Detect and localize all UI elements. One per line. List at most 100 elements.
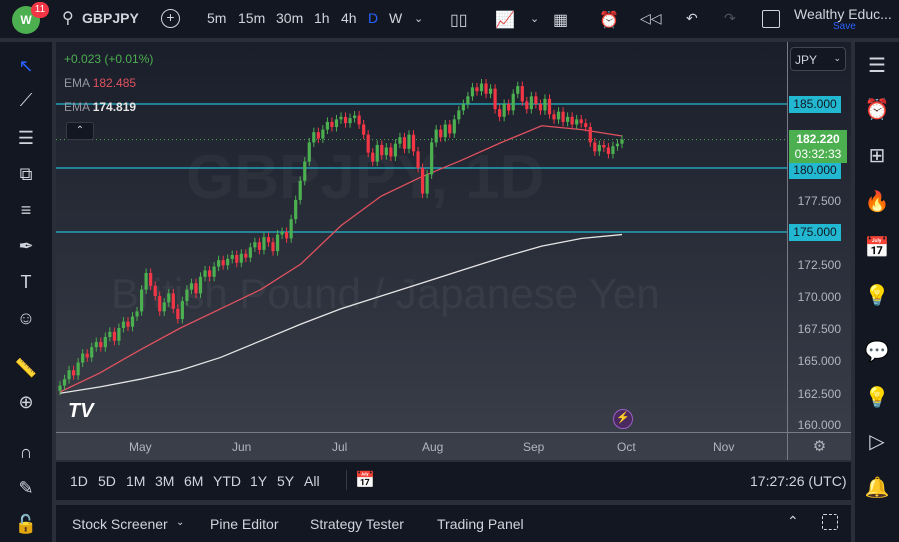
time-tick: Jun — [232, 440, 252, 454]
play-broadcast-icon[interactable]: ▷ — [869, 431, 885, 453]
interval-d[interactable]: D — [368, 10, 379, 26]
chart-settings-icon[interactable]: ⚙ — [787, 433, 851, 460]
prediction-icon[interactable]: ≡ — [20, 200, 32, 220]
unlock-icon[interactable]: 🔓 — [14, 514, 38, 534]
candle-body — [343, 116, 348, 124]
hline-label-180: 180.000 — [789, 162, 841, 179]
notification-badge[interactable]: 11 — [31, 2, 49, 18]
candle-body — [588, 127, 592, 143]
time-tick: Oct — [617, 440, 636, 454]
redo-icon[interactable]: ↷ — [724, 10, 736, 26]
object-tree-icon[interactable]: ⊞ — [868, 145, 886, 167]
chevron-down-icon[interactable]: ⌄ — [530, 13, 540, 25]
notifications-bell-icon[interactable]: 🔔 — [864, 477, 890, 499]
zoom-in-icon[interactable]: ⊕ — [18, 392, 34, 412]
tradingview-logo: TV — [68, 400, 94, 422]
tab-stock-screener[interactable]: Stock Screener — [72, 516, 168, 532]
price-axis[interactable] — [787, 42, 851, 432]
candle-body — [375, 144, 379, 162]
candle-body — [534, 96, 538, 104]
candle-body — [257, 242, 262, 250]
trend-line-icon[interactable]: ⟋ — [19, 90, 33, 110]
chat-sparkle-icon[interactable]: 💬 — [864, 341, 890, 363]
interval-5m[interactable]: 5m — [207, 10, 227, 26]
lock-drawing-icon[interactable]: ✎ — [18, 478, 34, 498]
fib-lines-icon[interactable]: ☰ — [17, 128, 35, 148]
candle-body — [398, 137, 402, 144]
lightning-event-icon[interactable]: ⚡ — [613, 409, 633, 429]
chevron-down-icon[interactable]: ⌄ — [414, 13, 424, 25]
collapse-legend-button[interactable]: ⌃ — [66, 122, 94, 140]
candle-body — [62, 379, 67, 386]
range-1m[interactable]: 1M — [126, 473, 146, 489]
candle-body — [611, 146, 615, 154]
currency-label: JPY — [795, 53, 818, 67]
layout-grid-icon[interactable]: ▦ — [553, 12, 569, 29]
currency-select[interactable]: JPY ⌄ — [790, 47, 846, 71]
fullscreen-square-icon[interactable] — [762, 10, 780, 28]
clock-timezone[interactable]: 17:27:26 (UTC) — [750, 473, 847, 489]
chevron-up-icon[interactable]: ⌃ — [787, 513, 799, 529]
maximize-panel-icon[interactable] — [822, 514, 838, 530]
chevron-down-icon[interactable]: ⌄ — [176, 517, 185, 528]
range-1d[interactable]: 1D — [70, 473, 88, 489]
ruler-icon[interactable]: 📏 — [14, 358, 38, 378]
magnet-icon[interactable]: ∩ — [19, 442, 33, 462]
interval-30m[interactable]: 30m — [276, 10, 304, 26]
symbol-search[interactable]: GBPJPY — [82, 10, 139, 26]
range-5d[interactable]: 5D — [98, 473, 116, 489]
pattern-icon[interactable]: ⧉ — [19, 164, 33, 184]
search-icon[interactable]: ⚲ — [62, 10, 74, 27]
hline-label-185: 185.000 — [789, 96, 841, 113]
range-5y[interactable]: 5Y — [277, 473, 295, 489]
time-axis[interactable]: May Jun Jul Aug Sep Oct Nov ⚙ — [56, 432, 851, 460]
ideas-bulb-icon[interactable]: 💡 — [864, 285, 890, 307]
candle-body — [366, 134, 370, 153]
interval-1h[interactable]: 1h — [314, 10, 330, 26]
range-1y[interactable]: 1Y — [250, 473, 268, 489]
candle-body — [244, 253, 248, 258]
tab-pine-editor[interactable]: Pine Editor — [210, 516, 279, 532]
hotlist-flame-icon[interactable]: 🔥 — [864, 191, 890, 213]
alert-clock-icon[interactable]: ⏰ — [599, 12, 619, 29]
candle-body — [602, 144, 606, 148]
legend-ema-fast[interactable]: EMA 182.485 — [64, 76, 136, 90]
compare-add-icon[interactable]: + — [161, 9, 180, 28]
legend-change: +0.023 (+0.01%) — [64, 52, 154, 66]
legend-ema-slow[interactable]: EMA 174.819 — [64, 100, 136, 114]
bottom-panel: Stock Screener ⌄ Pine Editor Strategy Te… — [56, 505, 851, 542]
emoji-icon[interactable]: ☺ — [16, 308, 36, 328]
tab-strategy-tester[interactable]: Strategy Tester — [310, 516, 404, 532]
range-3m[interactable]: 3M — [155, 473, 175, 489]
range-ytd[interactable]: YTD — [213, 473, 241, 489]
tab-trading-panel[interactable]: Trading Panel — [437, 516, 524, 532]
candle-body — [516, 86, 520, 94]
indicators-icon[interactable]: 📈 — [495, 12, 515, 29]
range-6m[interactable]: 6M — [184, 473, 204, 489]
layout-name[interactable]: Wealthy Educ... — [794, 6, 892, 22]
interval-4h[interactable]: 4h — [341, 10, 357, 26]
candle-body — [484, 83, 488, 94]
price-plot[interactable] — [56, 42, 851, 460]
calendar-icon[interactable]: 📅 — [864, 237, 890, 259]
watchlist-icon[interactable]: ☰ — [868, 55, 886, 77]
save-button[interactable]: Save — [833, 21, 856, 32]
range-all[interactable]: All — [304, 473, 320, 489]
interval-15m[interactable]: 15m — [238, 10, 266, 26]
chart-pane[interactable]: GBPJPY, 1D British Pound / Japanese Yen … — [56, 42, 851, 460]
replay-icon[interactable]: ◁◁ — [640, 10, 662, 26]
candle-body — [85, 353, 89, 358]
candle-body — [475, 87, 479, 92]
streams-bulb-icon[interactable]: 💡 — [864, 387, 890, 409]
brush-icon[interactable]: ✒ — [18, 236, 34, 256]
candle-style-icon[interactable]: ▯▯ — [450, 12, 468, 29]
undo-icon[interactable]: ↶ — [686, 10, 698, 26]
cursor-icon[interactable]: ↖ — [18, 56, 34, 76]
candle-body — [384, 147, 388, 156]
hline-label-175: 175.000 — [789, 224, 841, 241]
ema-slow-line — [59, 233, 623, 394]
alerts-clock-icon[interactable]: ⏰ — [864, 99, 890, 121]
go-to-date-icon[interactable]: 📅 — [346, 470, 375, 490]
text-icon[interactable]: T — [20, 272, 32, 292]
interval-w[interactable]: W — [389, 10, 403, 26]
